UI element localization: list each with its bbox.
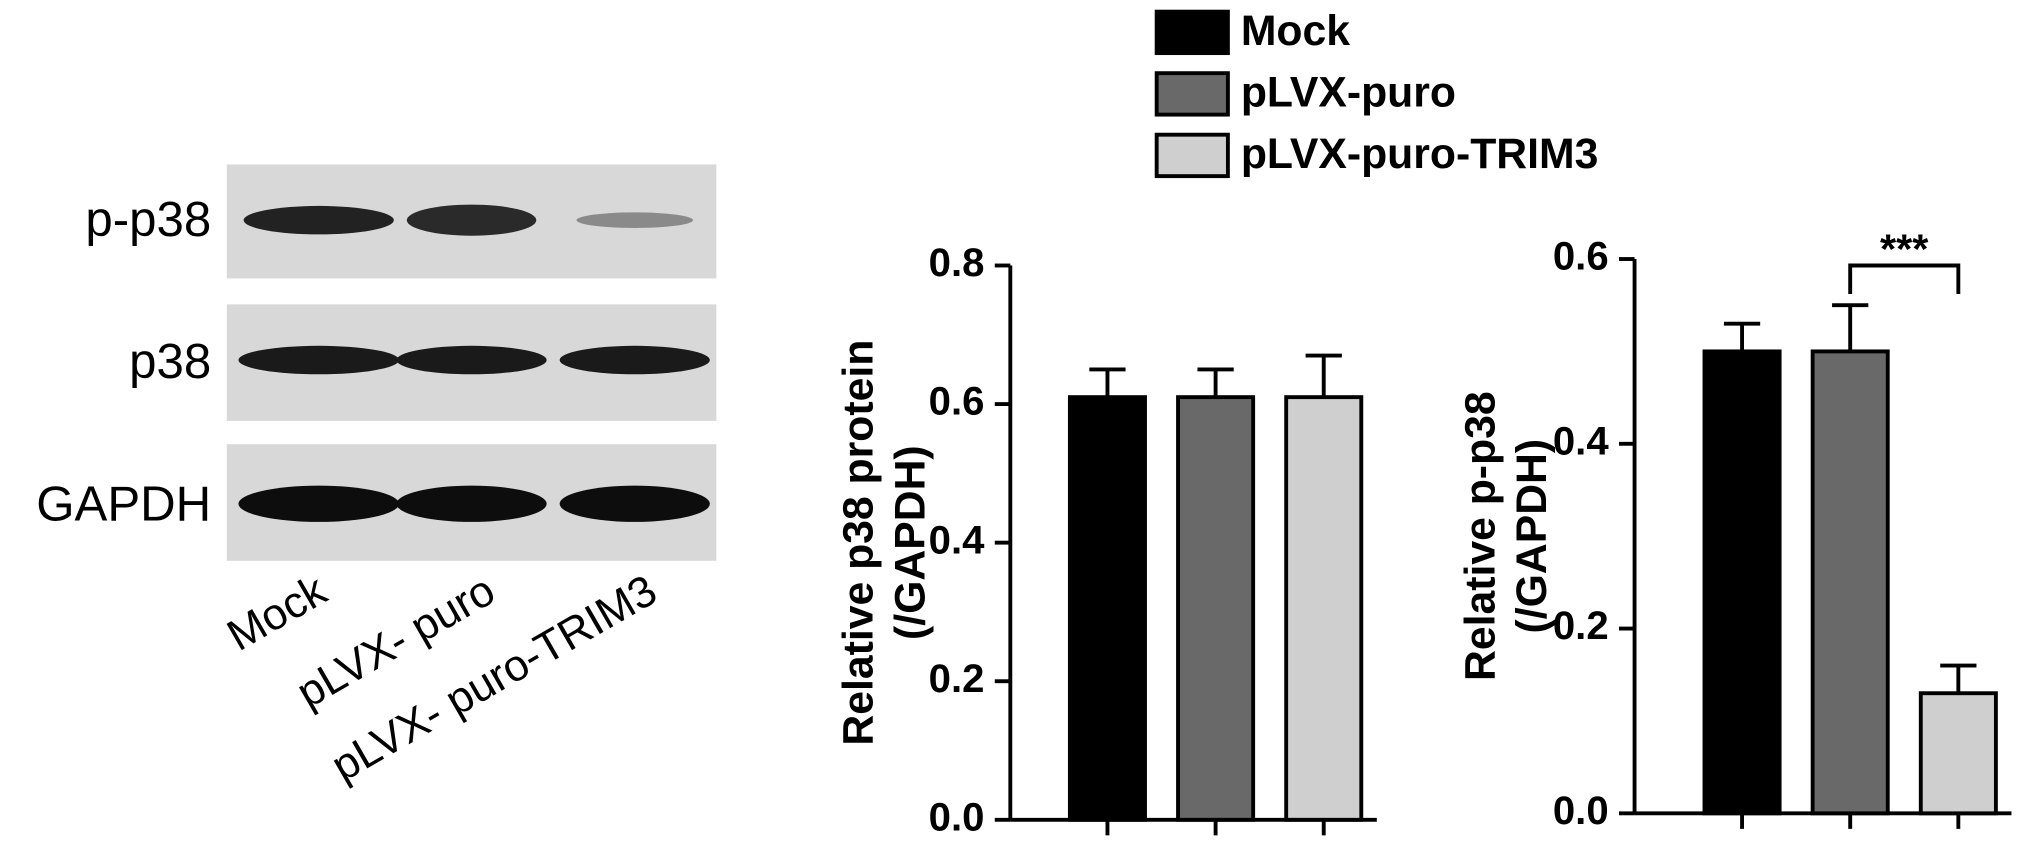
legend-swatch (1154, 71, 1230, 117)
y-tick-label: 0.6 (929, 379, 985, 424)
y-axis-label: Relative p-p38 (1456, 391, 1504, 681)
y-tick-label: 0.0 (929, 794, 985, 839)
western-blot: p-p38 p38 GAPDH Mock pLVX- puro pLVX- pu… (36, 164, 717, 791)
blot-row-label: p-p38 (85, 192, 211, 247)
legend-swatch (1154, 9, 1230, 56)
band (559, 485, 710, 522)
band (238, 485, 400, 522)
legend-label: Mock (1241, 7, 1350, 55)
band (396, 345, 547, 375)
band (238, 345, 400, 375)
blot-row-label: GAPDH (36, 477, 211, 532)
y-tick-label: 0.0 (1553, 788, 1609, 833)
y-tick-label: 0.6 (1553, 234, 1609, 279)
band (576, 212, 694, 228)
band (243, 205, 394, 235)
legend-label: pLVX-puro-TRIM3 (1241, 130, 1599, 178)
band (559, 345, 710, 375)
bar (1284, 395, 1364, 822)
blot-lane-label: Mock (219, 565, 335, 661)
y-axis-label: (/GAPDH) (886, 445, 934, 640)
significance-bracket (1848, 263, 1961, 294)
legend-swatch (1154, 132, 1230, 179)
bar (1810, 349, 1890, 816)
y-axis-label: Relative p38 protein (835, 340, 883, 746)
y-tick-label: 0.2 (1553, 603, 1609, 648)
blot-row-label: p38 (129, 334, 211, 389)
y-tick-label: 0.4 (1553, 418, 1609, 463)
bar (1176, 395, 1256, 822)
bar (1918, 691, 1998, 816)
y-tick-label: 0.2 (929, 656, 985, 701)
band (396, 485, 547, 522)
bar (1702, 349, 1782, 816)
y-tick-label: 0.4 (929, 517, 985, 562)
bar (1067, 395, 1147, 822)
legend-label: pLVX-puro (1241, 68, 1456, 116)
significance-label: *** (1880, 225, 1929, 272)
band (406, 204, 537, 236)
y-tick-label: 0.8 (929, 240, 985, 285)
y-axis-label: (/GAPDH) (1508, 439, 1556, 634)
